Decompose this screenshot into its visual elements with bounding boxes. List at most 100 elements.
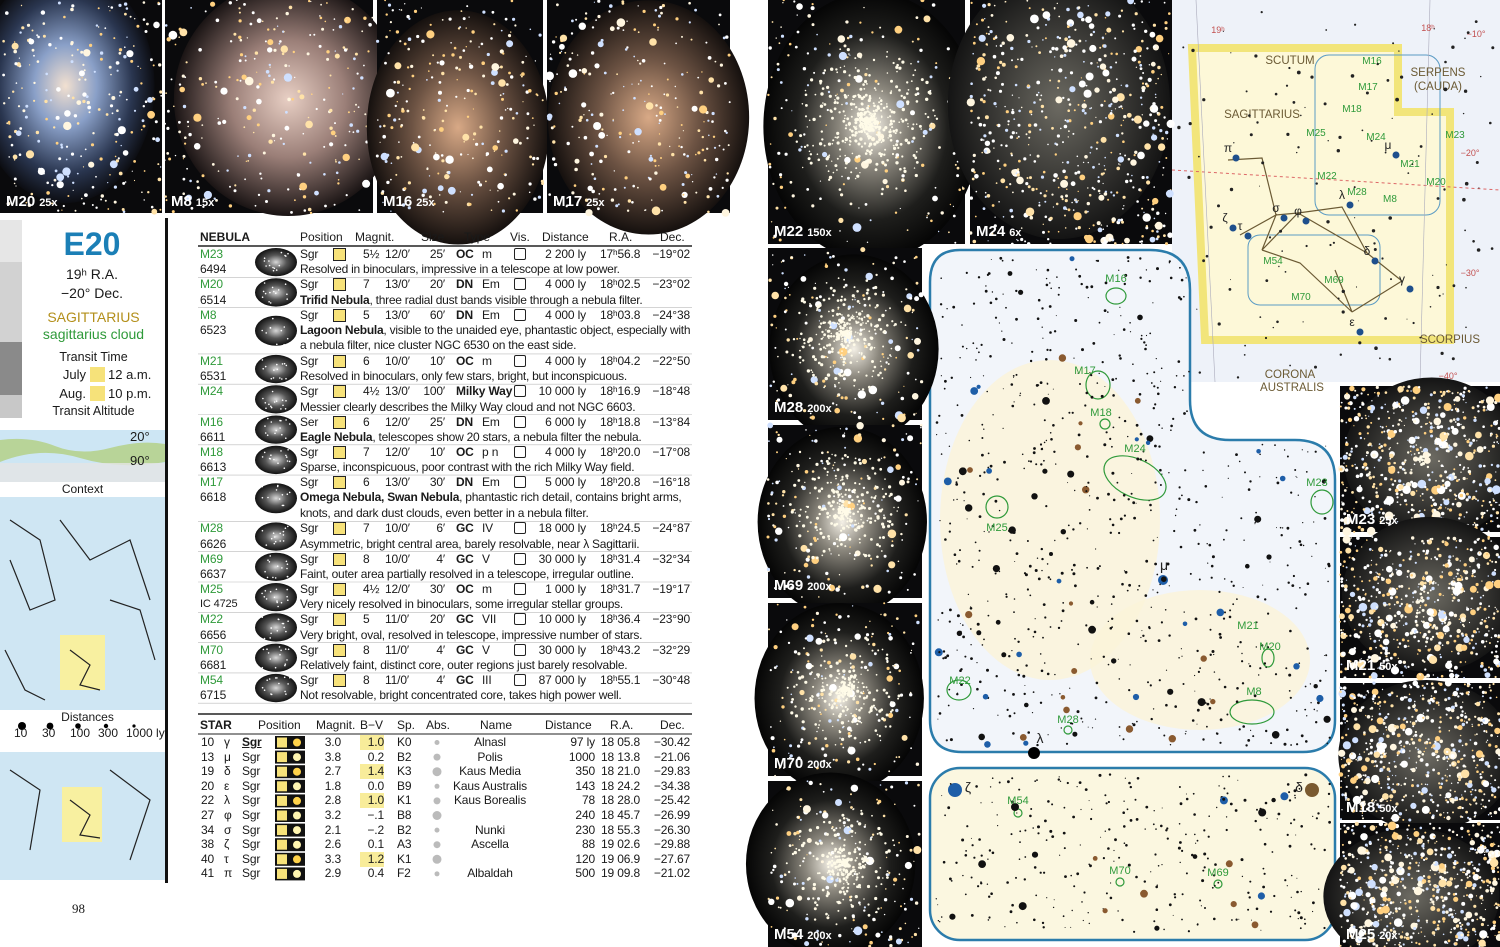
photo-star xyxy=(113,185,117,189)
photo-star xyxy=(143,199,145,201)
photo-star xyxy=(189,179,192,183)
photo-star xyxy=(264,40,267,43)
photo-star xyxy=(36,34,38,37)
photo-star xyxy=(140,67,142,69)
photo-star xyxy=(144,30,148,33)
photo-star xyxy=(42,172,45,175)
photo-star xyxy=(131,170,133,172)
photo-star xyxy=(251,11,255,15)
photo-star xyxy=(157,163,160,166)
photo-star xyxy=(257,193,261,197)
photo-star xyxy=(344,144,347,147)
photo-star xyxy=(90,143,95,147)
milky-way xyxy=(940,360,1160,680)
photo-star xyxy=(124,12,127,16)
photo-star xyxy=(294,199,296,202)
photo-star xyxy=(46,181,49,185)
photo-star xyxy=(42,34,46,38)
photo-star xyxy=(238,59,242,63)
photo-star xyxy=(99,32,103,36)
photo-star xyxy=(54,169,58,173)
photo-star xyxy=(164,24,168,27)
photo-star xyxy=(114,133,117,136)
photo-star xyxy=(61,209,63,211)
photo-star xyxy=(146,22,149,26)
photo-star xyxy=(36,60,40,63)
photo-star xyxy=(73,114,78,118)
photo-star xyxy=(342,46,346,49)
photo-star xyxy=(65,158,68,161)
photo-star xyxy=(144,100,148,103)
photo-star xyxy=(179,86,185,93)
photo-star xyxy=(168,30,178,40)
photo-star xyxy=(110,73,112,76)
photo-star xyxy=(108,65,112,69)
photo-star xyxy=(141,119,145,123)
photo-star xyxy=(25,150,35,159)
photo-star xyxy=(7,120,11,124)
photo-star xyxy=(367,50,370,53)
photo-star xyxy=(70,60,74,64)
photo-star xyxy=(81,77,83,79)
photo-star xyxy=(267,47,273,53)
photo-star xyxy=(82,166,85,168)
photo-star xyxy=(56,87,61,92)
photo-star xyxy=(84,193,88,198)
photo-star xyxy=(92,132,95,135)
photo-star xyxy=(82,63,85,66)
photo-star xyxy=(31,29,34,32)
photo-star xyxy=(113,200,117,204)
photo-star xyxy=(12,90,15,93)
constellation-line xyxy=(1227,157,1404,313)
photo-star xyxy=(27,135,30,137)
photo-star xyxy=(72,189,74,191)
photo-star xyxy=(63,15,66,19)
photo-star xyxy=(83,69,86,72)
photo-star xyxy=(53,126,56,129)
photo-star xyxy=(2,102,6,105)
photo-star xyxy=(114,155,117,158)
ra-line xyxy=(1195,0,1216,383)
photo-star xyxy=(13,159,16,161)
photo-star xyxy=(87,105,92,110)
photo-star xyxy=(91,185,95,189)
photo-star xyxy=(152,137,156,141)
photo-star xyxy=(124,181,127,183)
photo-star xyxy=(15,130,22,136)
photo-star xyxy=(31,48,35,52)
photo-star xyxy=(5,11,9,15)
photo-star xyxy=(108,5,110,8)
photo-star xyxy=(124,46,126,48)
photo-star xyxy=(143,170,146,172)
photo-star xyxy=(70,7,74,12)
photo-star xyxy=(60,143,63,147)
photo-star xyxy=(27,203,32,207)
photo-star xyxy=(57,1,61,5)
photo-star xyxy=(45,72,48,76)
land xyxy=(0,438,165,466)
photo-star xyxy=(37,139,41,143)
photo-star xyxy=(267,39,274,46)
photo-star xyxy=(78,78,81,81)
photo xyxy=(0,0,163,215)
photo-star xyxy=(44,99,48,104)
photo-star xyxy=(123,55,127,59)
photo-star xyxy=(97,26,100,28)
photo-star xyxy=(91,204,94,206)
photo-star xyxy=(80,50,84,54)
photo-star xyxy=(76,48,79,51)
field-box xyxy=(62,787,102,842)
photo-star xyxy=(116,109,119,112)
photo-star xyxy=(147,110,156,119)
photo-star xyxy=(64,110,71,117)
photo-star xyxy=(118,3,122,7)
photo-star xyxy=(188,132,192,137)
photo-star xyxy=(70,41,74,45)
photo-star xyxy=(46,191,50,195)
photo-star xyxy=(76,122,80,125)
photo-star xyxy=(82,202,86,205)
photo-star xyxy=(309,34,312,36)
photo-star xyxy=(118,62,120,64)
photo-star xyxy=(104,27,107,30)
photo-star xyxy=(107,182,109,184)
